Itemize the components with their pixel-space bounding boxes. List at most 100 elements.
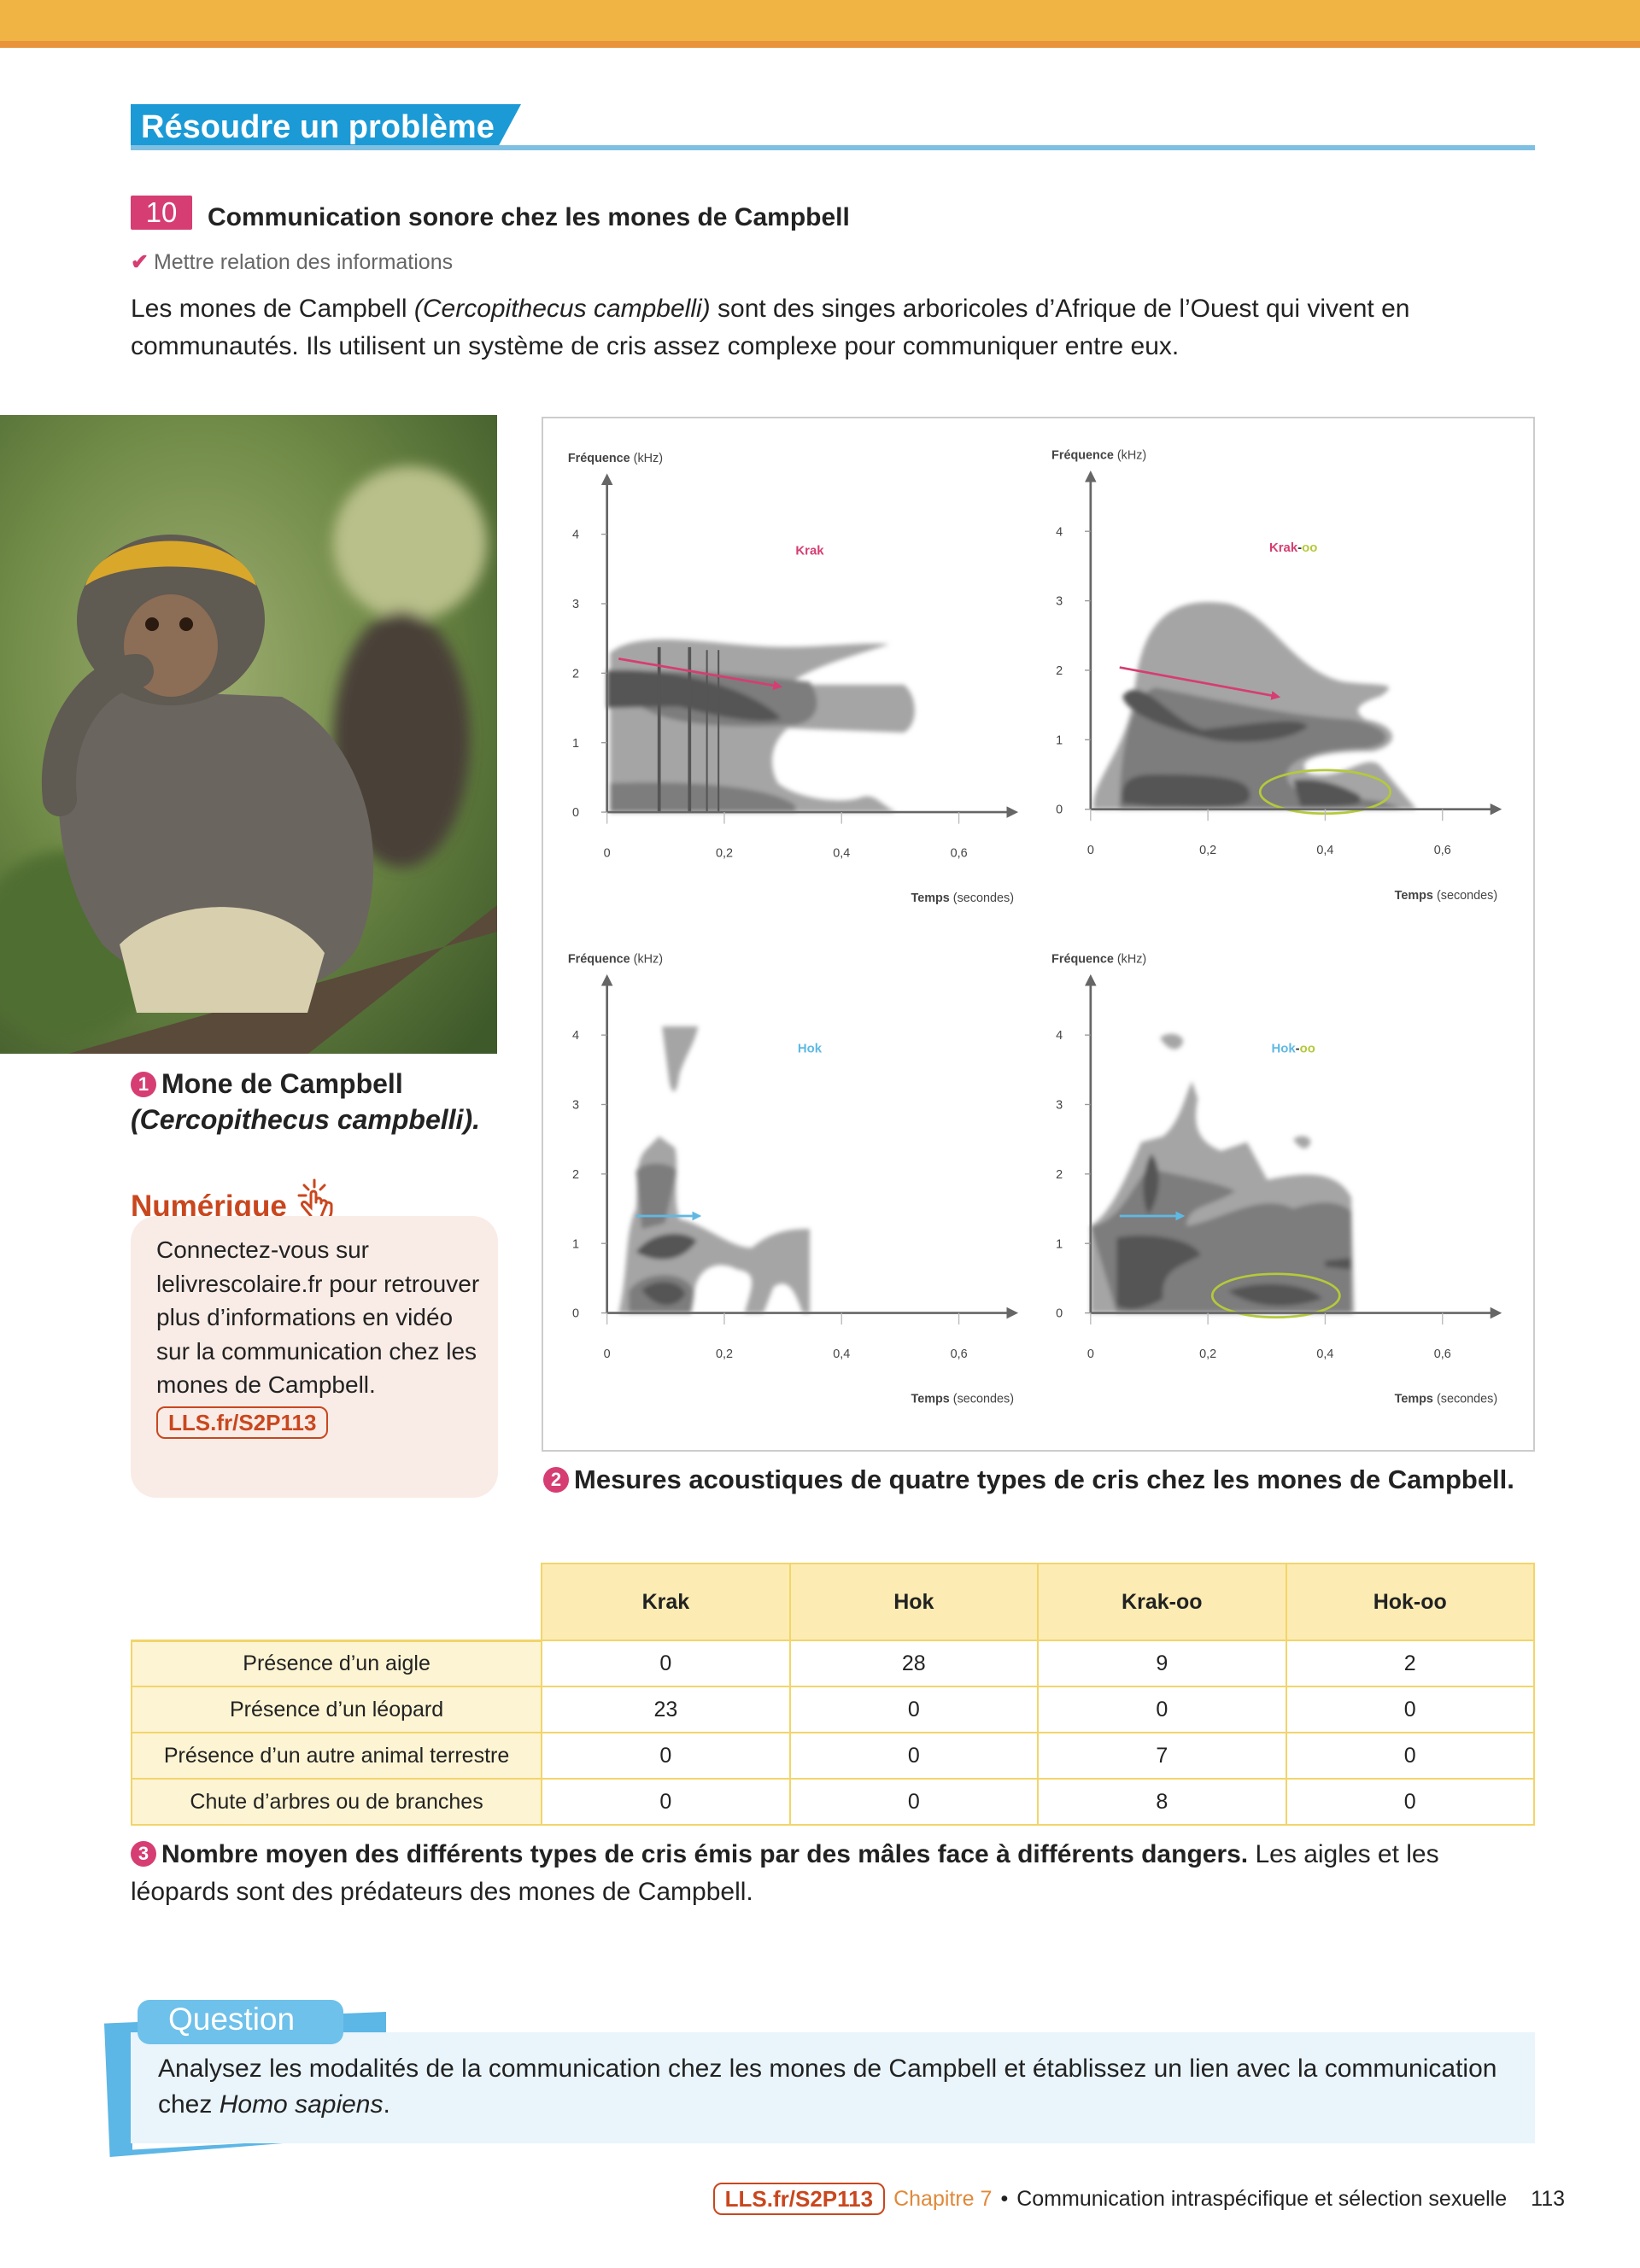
spectro-energy-high xyxy=(636,1233,697,1306)
y-tick-label: 4 xyxy=(1056,1029,1063,1043)
spectro-energy-high xyxy=(1116,1154,1351,1309)
x-axis-label-name: Temps xyxy=(1395,1393,1433,1406)
x-tick-label: 0,6 xyxy=(951,1347,968,1361)
y-tick-label: 1 xyxy=(1056,1237,1063,1251)
x-tick-label: 0,6 xyxy=(951,847,968,861)
table-cell: 0 xyxy=(1285,1732,1535,1780)
cry-dash: - xyxy=(1297,541,1302,555)
cry-type-label: Krak xyxy=(795,544,824,558)
section-title: Résoudre un problème xyxy=(131,104,521,148)
x-axis-label-name: Temps xyxy=(911,891,949,905)
doc-number-badge: 3 xyxy=(131,1841,156,1867)
spectrogram-hok-oo xyxy=(1090,1033,1355,1319)
cry-type-label: Krak-oo xyxy=(1269,541,1317,555)
question-species: Homo sapiens xyxy=(219,2090,384,2119)
spectro-energy-high xyxy=(606,669,782,722)
cry-name: Hok xyxy=(798,1042,823,1055)
x-tick-label: 0 xyxy=(1087,1347,1094,1361)
numerique-text: Connectez-vous sur lelivrescolaire.fr po… xyxy=(156,1236,480,1398)
y-tick-label: 3 xyxy=(1056,595,1063,609)
intro-text: Les mones de Campbell xyxy=(131,295,414,323)
table-cell: 9 xyxy=(1037,1640,1287,1687)
spectro-energy-high xyxy=(1122,689,1362,807)
table-cell: 0 xyxy=(541,1778,791,1826)
x-tick-label: 0,6 xyxy=(1434,1347,1451,1361)
hand-pointer-click-icon xyxy=(297,1178,333,1223)
x-tick-label: 0 xyxy=(1087,844,1094,857)
y-axis-label-unit: (kHz) xyxy=(1114,952,1146,966)
footer-chapter: Chapitre 7 xyxy=(893,2186,993,2211)
top-banner-stripe xyxy=(0,41,1640,48)
x-tick-label: 0,4 xyxy=(1316,1347,1333,1361)
cry-name: Krak xyxy=(795,544,824,558)
table-header: Hok xyxy=(788,1563,1040,1641)
checkmark-icon: ✔ xyxy=(131,250,149,274)
table-cell: 0 xyxy=(541,1640,791,1687)
row-label: Présence d’un aigle xyxy=(130,1640,543,1687)
table-cell: 23 xyxy=(541,1686,791,1733)
skill-line: ✔ Mettre relation des informations xyxy=(131,249,453,275)
doc3-caption: 3 Nombre moyen des différents types de cr… xyxy=(131,1836,1540,1911)
row-label: Présence d’un léopard xyxy=(130,1686,543,1733)
spectro-energy-mid xyxy=(629,1163,694,1313)
footer-link[interactable]: LLS.fr/S2P113 xyxy=(712,2183,886,2215)
y-tick-label: 3 xyxy=(572,1099,579,1113)
x-tick-label: 0,4 xyxy=(1316,844,1333,857)
y-tick-label: 0 xyxy=(572,1307,579,1321)
x-axis-label: Temps (secondes) xyxy=(911,1393,1014,1406)
row-label: Présence d’un autre animal terrestre xyxy=(130,1732,543,1780)
doc3-caption-title: Nombre moyen des différents types de cri… xyxy=(161,1840,1249,1868)
cry-name: Hok xyxy=(1271,1042,1296,1055)
x-axis-label-name: Temps xyxy=(911,1393,949,1406)
cry-name: Krak xyxy=(1269,541,1298,555)
top-banner xyxy=(0,0,1640,41)
y-axis-label: Fréquence (kHz) xyxy=(568,452,663,465)
table-cell: 0 xyxy=(788,1686,1040,1733)
x-axis-label: Temps (secondes) xyxy=(1395,889,1498,903)
table-cell: 2 xyxy=(1285,1640,1535,1687)
doc2-caption-text: Mesures acoustiques de quatre types de c… xyxy=(574,1464,1514,1494)
doc1-caption-species: (Cercopithecus campbelli). xyxy=(131,1104,480,1135)
y-tick-label: 0 xyxy=(1056,804,1063,817)
page-number: 113 xyxy=(1531,2186,1565,2211)
table-header: Hok-oo xyxy=(1285,1563,1535,1641)
x-axis-label-unit: (secondes) xyxy=(950,1393,1014,1406)
spectrogram-figure: 0 1 2 3 4 0 0,2 0,4 0,6 Fréquence (kHz) Temps (sec… xyxy=(542,417,1535,1452)
table-row: Présence d’un aigle 0 28 9 2 xyxy=(130,1640,1535,1687)
y-axis-label: Fréquence (kHz) xyxy=(1051,448,1146,462)
y-tick-label: 1 xyxy=(572,737,579,751)
table-row: Présence d’un léopard 23 0 0 0 xyxy=(130,1686,1535,1733)
y-tick-label: 2 xyxy=(1056,664,1063,678)
skill-text: Mettre relation des informations xyxy=(153,250,454,274)
question-text-end: . xyxy=(383,2090,390,2119)
question-box: Analysez les modalités de la communicati… xyxy=(131,2032,1535,2143)
spectrogram-hok xyxy=(618,1026,810,1313)
numerique-link[interactable]: LLS.fr/S2P113 xyxy=(156,1406,329,1439)
table-cell: 28 xyxy=(788,1640,1040,1687)
numerique-box: Connectez-vous sur lelivrescolaire.fr po… xyxy=(131,1216,498,1498)
y-axis-label: Fréquence (kHz) xyxy=(568,952,663,966)
x-tick-label: 0,2 xyxy=(1199,844,1216,857)
x-axis-label-unit: (secondes) xyxy=(950,891,1014,905)
y-tick-label: 4 xyxy=(572,1029,579,1043)
x-axis-label: Temps (secondes) xyxy=(911,891,1014,905)
intro-paragraph: Les mones de Campbell (Cercopithecus cam… xyxy=(131,290,1532,365)
section-underline xyxy=(131,145,1535,150)
y-tick-label: 1 xyxy=(1056,734,1063,747)
table-cell: 8 xyxy=(1037,1778,1287,1826)
table-cell: 0 xyxy=(1285,1686,1535,1733)
exercise-number-badge: 10 xyxy=(131,196,192,230)
table-cell: 0 xyxy=(1037,1686,1287,1733)
footer-separator: • xyxy=(1000,2186,1009,2211)
doc3-caption-text: Les aigles et les léopards sont des préd… xyxy=(131,1840,1439,1906)
y-axis-label: Fréquence (kHz) xyxy=(1051,952,1146,966)
x-tick-label: 0,4 xyxy=(833,1347,850,1361)
y-axis-label-name: Fréquence xyxy=(1051,448,1114,462)
page-footer: LLS.fr/S2P113 Chapitre 7 • Communication… xyxy=(712,2183,1565,2215)
x-tick-label: 0 xyxy=(604,1347,611,1361)
frequency-trend-arrow xyxy=(618,658,783,691)
x-tick-label: 0,2 xyxy=(716,847,733,861)
cry-type-label: Hok-oo xyxy=(1271,1042,1315,1055)
y-tick-label: 4 xyxy=(572,529,579,542)
cry-type-label: Hok xyxy=(798,1042,823,1055)
